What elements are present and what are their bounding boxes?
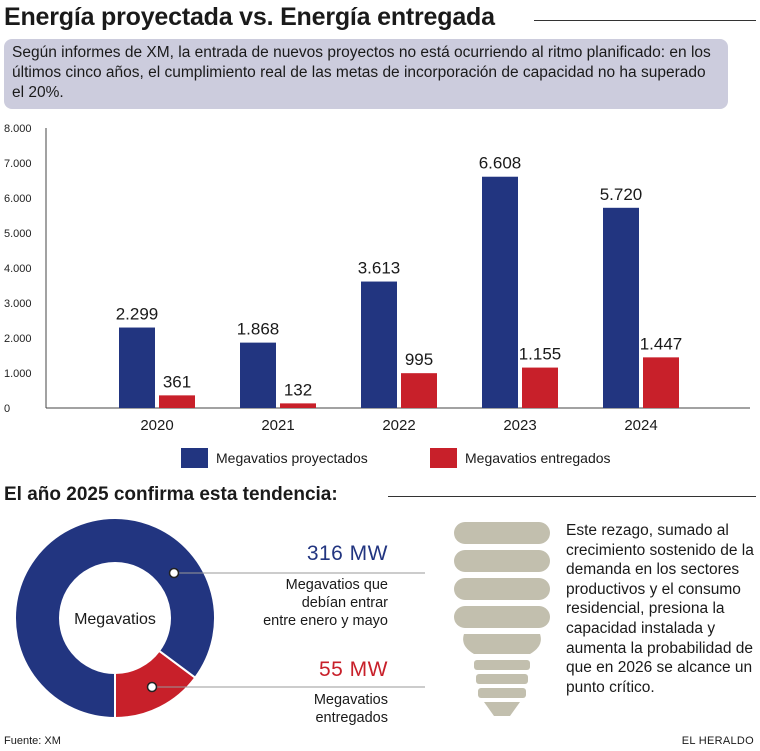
bar-delivered [280,403,316,408]
light-bulb-icon [454,522,550,716]
bar-value-label: 361 [163,372,191,391]
bar-value-label: 3.613 [358,259,401,278]
y-tick-label: 3.000 [4,298,32,310]
source-note: Fuente: XM [4,735,61,747]
x-tick-label: 2022 [382,417,415,434]
marker-dot-projected [168,567,180,579]
x-tick-label: 2023 [503,417,536,434]
y-tick-label: 6.000 [4,193,32,205]
projected-label: Megavatios que debían entrar entre enero… [263,576,388,630]
title-rule [534,20,756,21]
legend-swatch-delivered [430,448,457,468]
x-tick-label: 2021 [261,417,294,434]
bar-delivered [643,357,679,408]
projected-value: 316 MW [306,542,388,565]
y-tick-label: 7.000 [4,158,32,170]
y-tick-label: 0 [4,403,10,415]
bar-chart: 0 1.000 2.000 3.000 4.000 5.000 6.000 7.000 8.00… [4,123,750,434]
bar-delivered [159,395,195,408]
chart-title: Energía proyectada vs. Energía entregada [4,3,495,31]
bar-value-label: 1.868 [237,320,280,339]
x-tick-label: 2024 [624,417,657,434]
bar-value-label: 1.155 [519,345,562,364]
x-tick-label: 2020 [140,417,173,434]
bar-value-label: 995 [405,350,433,369]
marker-dot-delivered [146,681,158,693]
legend-item-projected: Megavatios proyectados [181,448,368,468]
bar-value-label: 132 [284,380,312,399]
legend-label-delivered: Megavatios entregados [465,450,611,466]
y-tick-label: 5.000 [4,228,32,240]
brand-logo: EL HERALDO [681,735,754,747]
bar-value-label: 5.720 [600,185,643,204]
legend-swatch-projected [181,448,208,468]
bar-value-label: 6.608 [479,154,522,173]
y-tick-label: 1.000 [4,368,32,380]
bar-delivered [401,373,437,408]
bar-projected [603,207,639,408]
projected-label-line: entre enero y mayo [263,613,388,629]
bar-projected [119,327,155,408]
bar-projected [240,342,276,408]
donut-chart: Megavatios [14,517,425,720]
bar-projected [361,281,397,408]
side-paragraph: Este rezago, sumado al crecimiento soste… [566,522,754,696]
delivered-label-line: Megavatios [313,692,388,708]
projected-label-line: debían entrar [301,595,388,611]
bar-value-label: 1.447 [640,334,683,353]
intro-text: Según informes de XM, la entrada de nuev… [4,39,728,109]
legend-label-projected: Megavatios proyectados [216,450,368,466]
bar-value-label: 2.299 [116,305,159,324]
y-tick-label: 8.000 [4,123,32,135]
delivered-label: Megavatios entregados [314,691,388,727]
y-tick-label: 4.000 [4,263,32,275]
bar-delivered [522,367,558,408]
projected-label-line: Megavatios que [285,577,388,593]
delivered-value: 55 MW [318,658,388,681]
delivered-label-line: entregados [315,710,388,726]
donut-center-label: Megavatios [74,611,156,628]
bar-projected [482,176,518,408]
legend-item-delivered: Megavatios entregados [430,448,611,468]
section-subtitle: El año 2025 confirma esta tendencia: [4,484,338,505]
donut-slice-projected [14,517,216,720]
subtitle-rule [388,496,756,497]
y-tick-label: 2.000 [4,333,32,345]
